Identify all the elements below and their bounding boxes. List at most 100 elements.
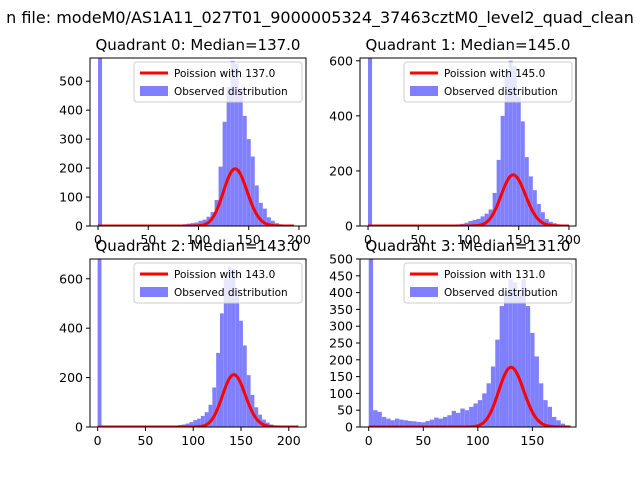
histogram-bar <box>198 220 203 226</box>
x-tick-label: 150 <box>507 232 531 247</box>
histogram-bar <box>544 219 549 226</box>
histogram-bar <box>231 268 236 427</box>
legend-hist-label: Observed distribution <box>174 287 288 299</box>
legend-box <box>133 61 303 103</box>
histogram-bar <box>189 422 194 427</box>
x-tick-label: 0 <box>94 232 102 247</box>
x-tick-label: 0 <box>364 232 372 247</box>
histogram-bar <box>480 216 485 226</box>
histogram-bar <box>520 121 525 226</box>
y-tick-label: 0 <box>75 219 83 234</box>
histogram-bar <box>204 412 209 427</box>
legend-hist-label: Observed distribution <box>444 86 558 98</box>
subplot-quadrant-2: 0 50 100 150 200 0 200 400 600 Quadrant 2: Median… <box>59 237 307 448</box>
histogram-bar <box>377 411 382 427</box>
histogram-bar <box>524 157 529 226</box>
x-tick-label: 100 <box>466 433 490 448</box>
legend-hist-swatch <box>410 287 438 297</box>
histogram-bar <box>399 419 404 427</box>
x-tick-label: 150 <box>520 433 544 448</box>
histogram-bar <box>270 220 275 226</box>
x-tick-label: 150 <box>237 232 261 247</box>
histogram-bar <box>197 418 201 427</box>
x-tick-label: 0 <box>365 433 373 448</box>
histogram-bar <box>193 420 198 427</box>
y-tick-label: 350 <box>329 302 353 317</box>
histogram-bar <box>230 60 235 226</box>
histogram-bar <box>540 212 545 226</box>
histogram-bars <box>368 259 570 427</box>
histogram-bar <box>200 415 205 427</box>
histogram-bar <box>238 89 243 226</box>
y-tick-label: 500 <box>59 74 83 89</box>
histogram-bar <box>528 176 533 226</box>
histogram-bar <box>560 423 566 427</box>
legend-box <box>403 262 573 304</box>
histogram-bar <box>464 222 469 226</box>
x-tick-label: 100 <box>181 433 205 448</box>
legend: Poission with 145.0 Observed distribution <box>403 61 573 103</box>
y-tick-label: 200 <box>59 370 83 385</box>
histogram-bar <box>500 115 505 226</box>
histogram-bar <box>202 219 207 226</box>
y-tick-label: 400 <box>59 321 83 336</box>
legend-box <box>403 61 573 103</box>
y-tick-label: 0 <box>345 219 353 234</box>
histogram-bar <box>532 190 537 226</box>
subplot-title: Quadrant 0: Median=137.0 <box>96 36 301 54</box>
histogram-bar <box>386 418 391 427</box>
histogram-bar <box>521 279 526 427</box>
axes-frame <box>89 258 307 428</box>
plot-area <box>367 259 572 427</box>
histogram-bar <box>477 400 483 427</box>
histogram-bar <box>499 306 504 427</box>
histogram-bar <box>434 417 439 427</box>
histogram-bar <box>496 159 501 226</box>
histogram-bar <box>556 420 561 427</box>
histogram-bar <box>390 420 395 427</box>
histogram-bar <box>262 208 267 226</box>
histogram-bar <box>534 356 539 427</box>
histogram-bar <box>194 222 199 226</box>
y-tick-label: 450 <box>329 268 353 283</box>
histogram-bar <box>490 366 496 427</box>
x-tick-label: 200 <box>557 232 581 247</box>
histogram-bar <box>242 345 247 427</box>
axes-frame <box>359 57 577 227</box>
histogram-bar <box>473 403 478 427</box>
histogram-bar <box>97 259 102 427</box>
y-tick-label: 150 <box>329 369 353 384</box>
histogram-bar <box>239 320 243 427</box>
histogram-bar <box>223 278 228 427</box>
histogram-bar <box>416 421 422 427</box>
histogram-bar <box>464 410 470 427</box>
histogram-bar <box>242 115 247 226</box>
histogram-bar <box>246 139 251 226</box>
figure-suptitle: n file: modeM0/AS1A11_027T01_9000005324_… <box>6 8 634 28</box>
histogram-bar <box>469 406 474 427</box>
histogram-bar <box>262 419 266 427</box>
legend-hist-swatch <box>410 86 438 96</box>
histogram-bar <box>368 58 373 226</box>
x-tick-label: 50 <box>410 232 426 247</box>
y-tick-label: 500 <box>329 252 353 267</box>
histogram-bar <box>185 423 190 427</box>
histogram-bar <box>508 60 513 226</box>
y-tick-label: 100 <box>59 190 83 205</box>
legend: Poission with 131.0 Observed distribution <box>403 262 573 304</box>
axes-frame <box>89 57 307 227</box>
histogram-bar <box>373 410 378 427</box>
histogram-bar <box>212 387 217 427</box>
y-tick-label: 100 <box>329 386 353 401</box>
histogram-bar <box>250 156 255 226</box>
histogram-bar <box>456 412 461 427</box>
legend-line-label: Poission with 143.0 <box>174 269 275 281</box>
histogram-bar <box>216 352 220 427</box>
histogram-bar <box>219 313 224 427</box>
histogram-bar <box>460 408 465 427</box>
y-tick-label: 600 <box>329 53 353 68</box>
histogram-bar <box>538 383 544 427</box>
legend: Poission with 143.0 Observed distribution <box>133 262 303 304</box>
